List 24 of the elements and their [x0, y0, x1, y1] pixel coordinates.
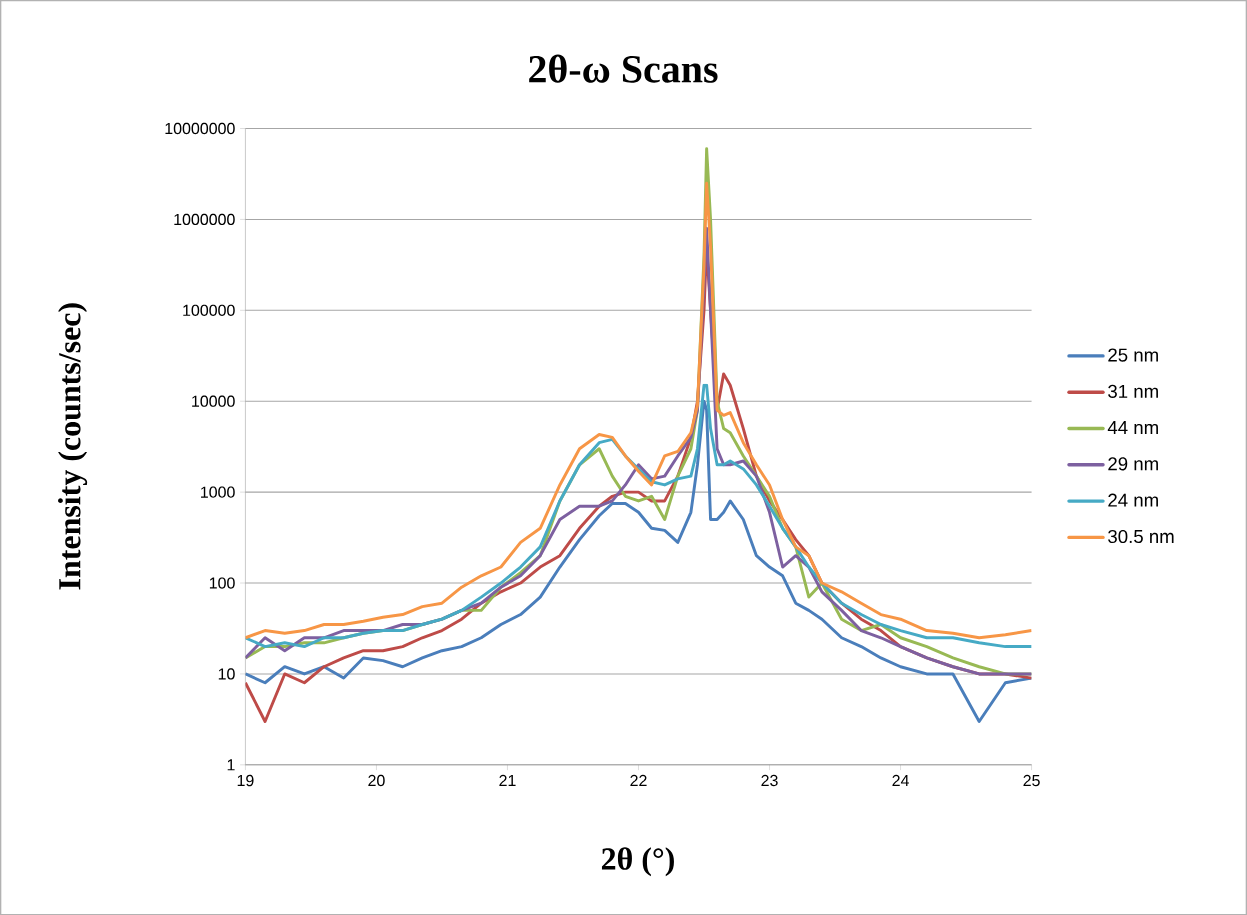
legend-label: 31 nm [1108, 384, 1158, 398]
x-tick-label: 19 [237, 774, 254, 786]
y-tick-label: 1000 [201, 486, 235, 498]
legend-label: 44 nm [1107, 420, 1158, 434]
y-tick-label: 10000000 [165, 122, 235, 134]
y-tick-label: 10000 [192, 395, 235, 407]
x-axis-title: 2θ (°) [601, 846, 674, 877]
x-tick-label: 23 [761, 774, 778, 786]
x-tick-label: 25 [1023, 774, 1040, 786]
legend-label: 25 nm [1108, 348, 1158, 362]
x-tick-label: 24 [892, 774, 909, 786]
y-tick-label: 10 [218, 668, 235, 680]
legend-label: 24 nm [1108, 493, 1158, 507]
chart-title: 2θ-ω Scans [529, 54, 718, 83]
x-tick-label: 20 [368, 774, 385, 786]
y-tick-label: 100 [209, 577, 235, 589]
legend-label: 29 nm [1108, 457, 1158, 471]
x-tick-label: 21 [499, 774, 516, 786]
y-axis-title: Intensity (counts/sec) [58, 303, 88, 590]
x-tick-label: 22 [630, 774, 647, 786]
y-tick-label: 1 [227, 759, 235, 771]
y-tick-label: 100000 [183, 304, 235, 316]
legend-label: 30.5 nm [1108, 529, 1174, 543]
y-tick-label: 1000000 [174, 213, 235, 225]
